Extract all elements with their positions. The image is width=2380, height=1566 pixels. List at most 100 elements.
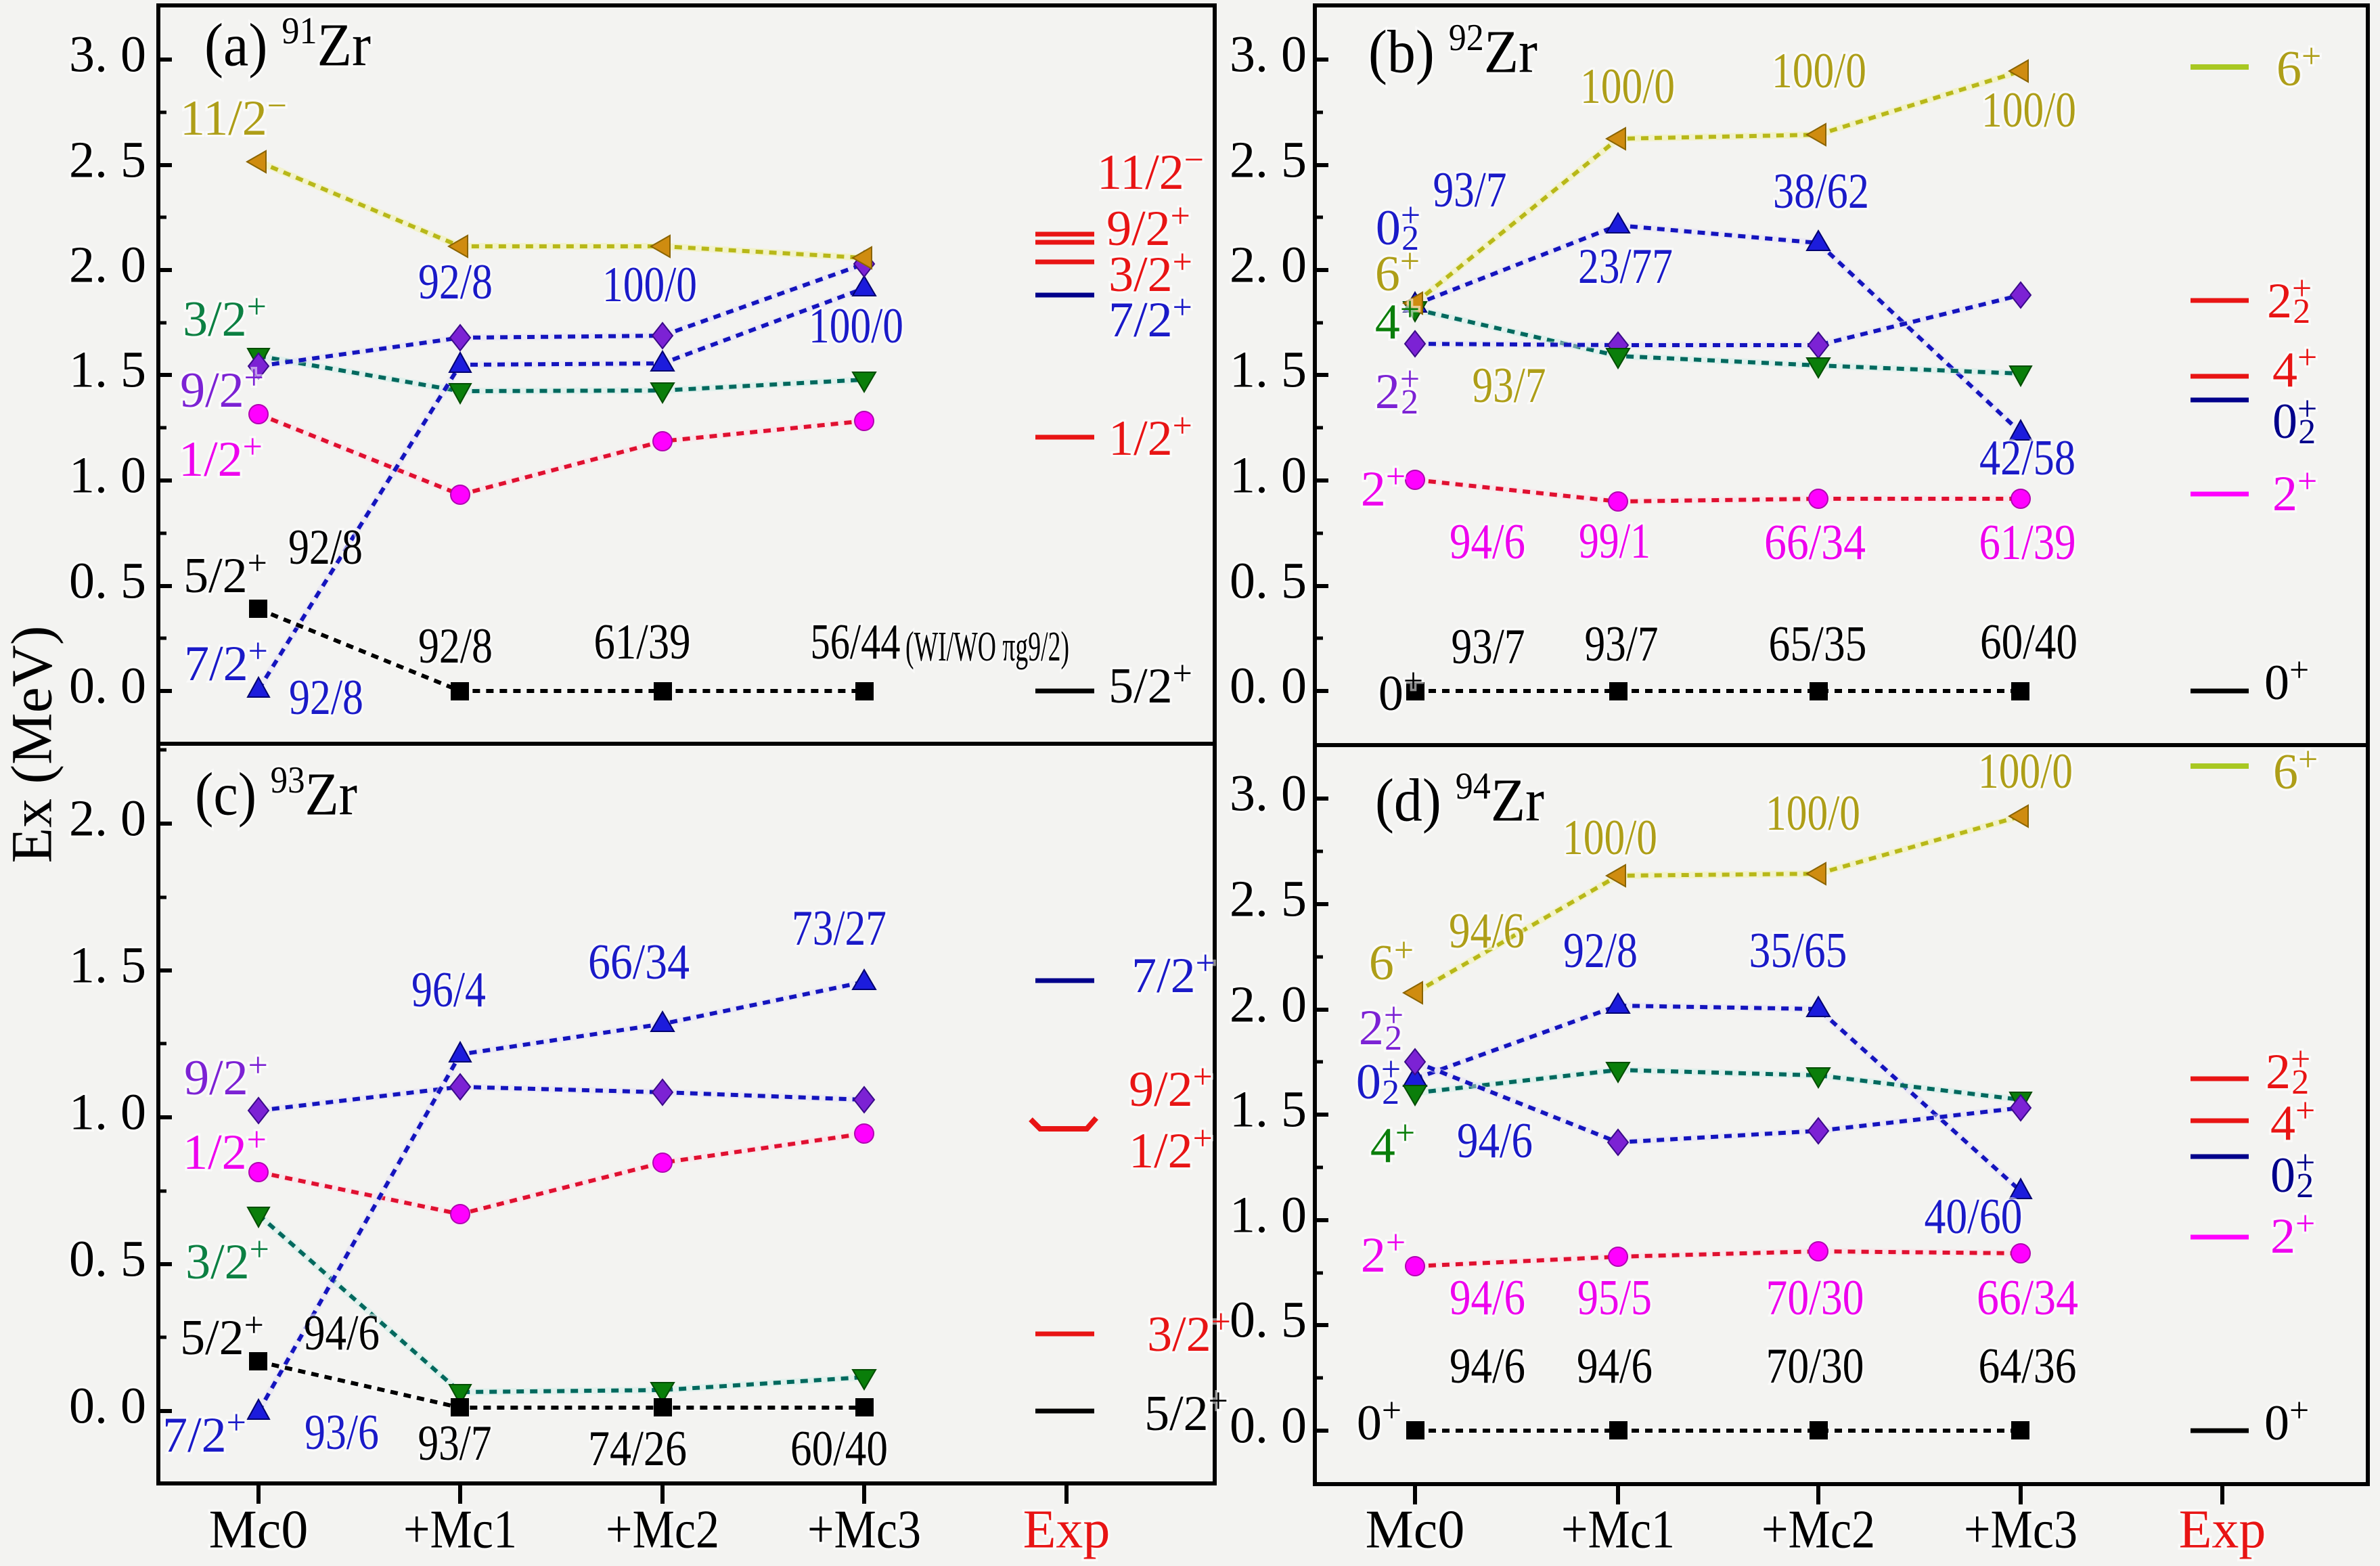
svg-text:56/44: 56/44: [811, 614, 901, 670]
svg-text:66/34: 66/34: [1977, 1270, 2078, 1326]
svg-text:0+: 0+: [1378, 662, 1423, 721]
svg-text:1. 5: 1. 5: [1230, 341, 1307, 398]
svg-text:6+: 6+: [1375, 242, 1420, 302]
svg-text:0. 5: 0. 5: [1230, 1291, 1307, 1348]
svg-text:70/30: 70/30: [1766, 1339, 1864, 1394]
svg-text:1. 0: 1. 0: [1230, 1186, 1307, 1243]
svg-text:1. 0: 1. 0: [69, 1083, 146, 1140]
svg-text:61/39: 61/39: [1979, 515, 2076, 571]
svg-text:0. 0: 0. 0: [69, 1377, 146, 1434]
svg-text:1. 0: 1. 0: [1230, 447, 1307, 504]
svg-text:1/2+: 1/2+: [1108, 407, 1192, 466]
svg-text:3/2+: 3/2+: [183, 288, 267, 347]
svg-text:64/36: 64/36: [1979, 1339, 2077, 1394]
svg-text:73/27: 73/27: [792, 901, 886, 956]
svg-text:2+2: 2+ 2: [2266, 1040, 2310, 1102]
svg-text:66/34: 66/34: [1764, 515, 1866, 571]
svg-text:Exp: Exp: [2179, 1500, 2266, 1559]
svg-text:94/6: 94/6: [304, 1305, 380, 1361]
svg-text:100/0: 100/0: [602, 257, 697, 313]
svg-text:92/8: 92/8: [1563, 923, 1638, 979]
svg-text:0+2: 0+ 2: [1376, 196, 1420, 258]
svg-text:94/6: 94/6: [1450, 514, 1525, 570]
svg-text:2. 5: 2. 5: [69, 131, 146, 188]
svg-text:100/0: 100/0: [1563, 810, 1657, 866]
svg-text:7/2+: 7/2+: [162, 1404, 246, 1463]
svg-text:4+: 4+: [2272, 338, 2317, 398]
svg-text:93/7: 93/7: [1433, 162, 1507, 218]
svg-text:100/0: 100/0: [1766, 786, 1860, 841]
svg-text:94/6: 94/6: [1450, 1339, 1525, 1394]
svg-text:74/26: 74/26: [588, 1421, 687, 1477]
svg-text:66/34: 66/34: [588, 935, 690, 990]
svg-text:5/2+: 5/2+: [1108, 654, 1192, 714]
svg-text:2. 5: 2. 5: [1230, 131, 1307, 188]
svg-text:0+2: 0+ 2: [2272, 390, 2317, 451]
svg-text:0+2: 0+ 2: [1356, 1050, 1401, 1112]
svg-text:2. 0: 2. 0: [1230, 976, 1307, 1033]
svg-text:Exp: Exp: [1023, 1500, 1110, 1559]
svg-text:3. 0: 3. 0: [1230, 26, 1307, 83]
svg-text:60/40: 60/40: [1980, 614, 2078, 670]
svg-text:93/7: 93/7: [418, 1416, 492, 1471]
svg-text:0. 5: 0. 5: [69, 1230, 146, 1287]
svg-text:61/39: 61/39: [594, 614, 691, 670]
svg-text:1. 5: 1. 5: [69, 341, 146, 398]
svg-text:0. 5: 0. 5: [1230, 552, 1307, 609]
svg-text:Mc0: Mc0: [1366, 1500, 1465, 1559]
svg-text:2. 5: 2. 5: [1230, 870, 1307, 927]
svg-text:100/0: 100/0: [1981, 83, 2076, 138]
svg-text:+Mc2: +Mc2: [606, 1500, 719, 1559]
svg-text:+Mc1: +Mc1: [403, 1500, 517, 1559]
svg-text:35/65: 35/65: [1749, 923, 1847, 979]
svg-text:42/58: 42/58: [1979, 430, 2075, 486]
svg-text:40/60: 40/60: [1925, 1189, 2023, 1245]
svg-text:92/8: 92/8: [418, 619, 493, 674]
svg-text:1. 5: 1. 5: [1230, 1081, 1307, 1138]
svg-text:93/6: 93/6: [305, 1405, 379, 1460]
svg-text:0. 0: 0. 0: [1230, 657, 1307, 714]
svg-text:(WI/WO πg9/2): (WI/WO πg9/2): [905, 624, 1069, 670]
svg-text:100/0: 100/0: [809, 298, 903, 354]
svg-text:+Mc1: +Mc1: [1561, 1500, 1675, 1559]
svg-text:1. 5: 1. 5: [69, 937, 146, 993]
svg-text:38/62: 38/62: [1773, 164, 1869, 219]
svg-text:+Mc3: +Mc3: [1964, 1500, 2078, 1559]
svg-text:9/2+: 9/2+: [180, 359, 264, 418]
svg-text:60/40: 60/40: [790, 1421, 888, 1477]
svg-text:+Mc2: +Mc2: [1761, 1500, 1875, 1559]
svg-text:93/7: 93/7: [1452, 619, 1525, 675]
svg-text:2+2: 2+ 2: [1359, 996, 1404, 1058]
svg-text:65/35: 65/35: [1769, 617, 1867, 672]
svg-text:99/1: 99/1: [1579, 514, 1651, 569]
svg-text:2+2: 2+ 2: [1375, 360, 1420, 422]
svg-text:3/2+: 3/2+: [185, 1230, 269, 1290]
svg-text:4+: 4+: [1370, 1114, 1415, 1173]
svg-text:92/8: 92/8: [418, 254, 493, 310]
svg-text:94/6: 94/6: [1577, 1339, 1653, 1394]
svg-text:2. 0: 2. 0: [1230, 236, 1307, 293]
svg-text:96/4: 96/4: [411, 962, 486, 1018]
svg-text:0. 0: 0. 0: [1230, 1397, 1307, 1454]
svg-text:95/5: 95/5: [1577, 1270, 1652, 1326]
svg-text:2. 0: 2. 0: [69, 790, 146, 847]
svg-text:94/6: 94/6: [1449, 903, 1525, 959]
svg-text:100/0: 100/0: [1580, 59, 1675, 114]
svg-text:92/8: 92/8: [289, 670, 363, 725]
svg-text:70/30: 70/30: [1766, 1270, 1864, 1326]
svg-text:0. 0: 0. 0: [69, 657, 146, 714]
svg-text:1/2+: 1/2+: [183, 1121, 267, 1180]
svg-text:100/0: 100/0: [1978, 744, 2073, 799]
svg-text:0+2: 0+ 2: [2270, 1144, 2315, 1205]
svg-text:0. 5: 0. 5: [69, 552, 146, 609]
svg-text:3. 0: 3. 0: [1230, 765, 1307, 822]
svg-text:2. 0: 2. 0: [69, 236, 146, 293]
svg-text:93/7: 93/7: [1473, 358, 1546, 413]
svg-text:94/6: 94/6: [1457, 1113, 1533, 1169]
svg-text:100/0: 100/0: [1772, 43, 1866, 99]
svg-text:9/2+: 9/2+: [1129, 1058, 1213, 1117]
svg-text:93/7: 93/7: [1585, 617, 1659, 672]
svg-text:9/2+: 9/2+: [1106, 197, 1190, 256]
svg-text:2+2: 2+ 2: [2267, 269, 2312, 331]
svg-text:+Mc3: +Mc3: [807, 1500, 921, 1559]
